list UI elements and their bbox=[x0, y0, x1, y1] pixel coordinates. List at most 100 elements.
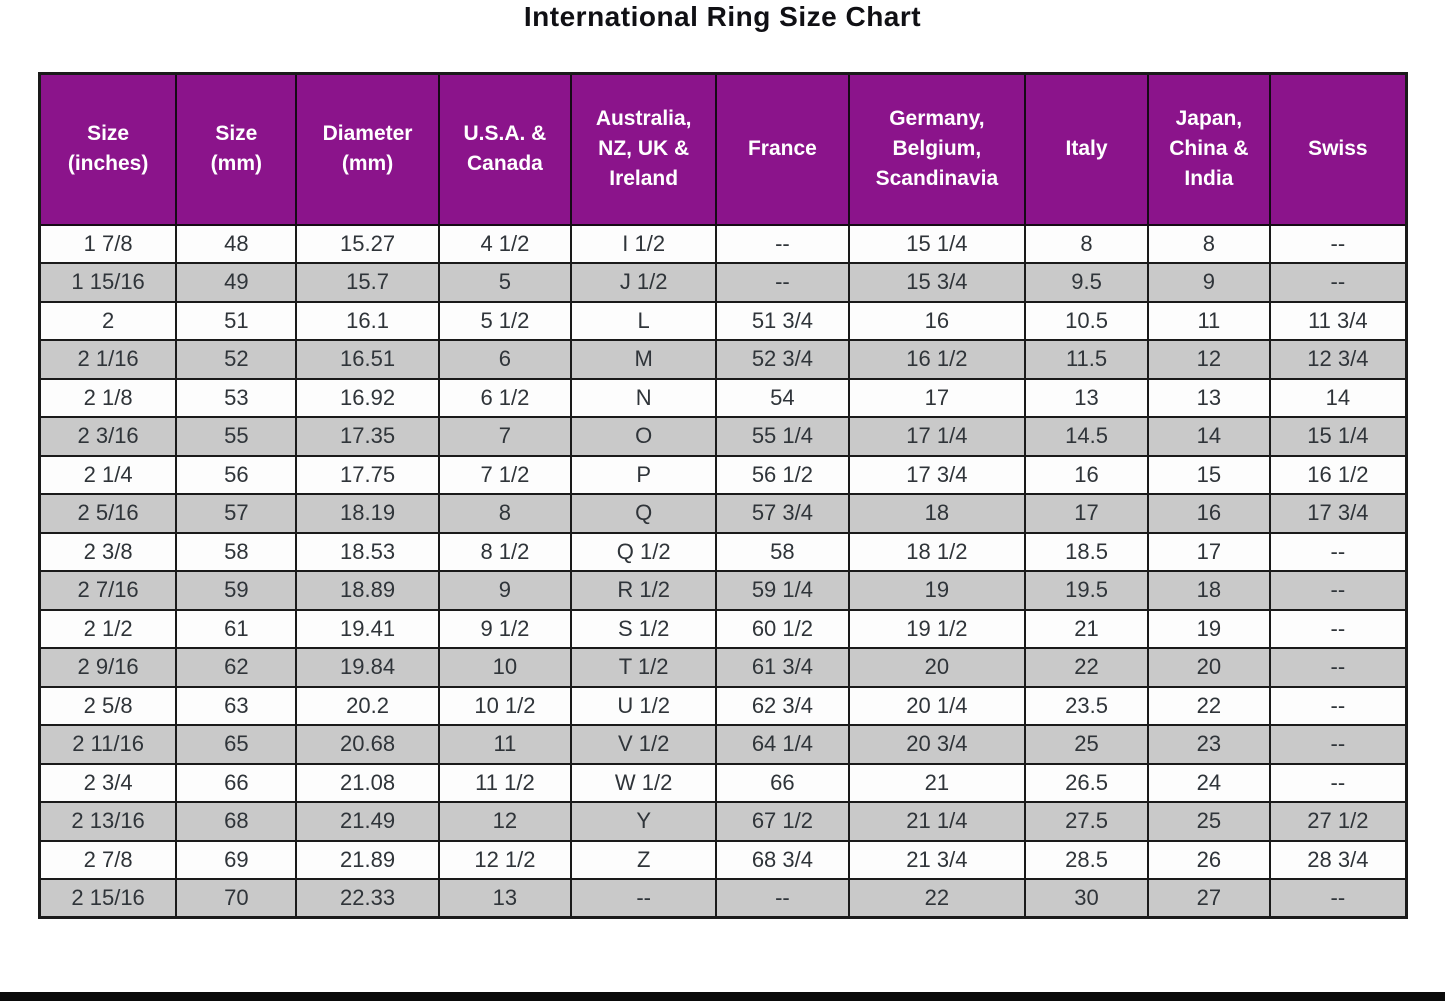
table-cell: 18.5 bbox=[1024, 531, 1150, 572]
table-row: 2 1/4 56 17.75 7 1/2 P 56 1/2 17 3/4 16 15 16 1/2 bbox=[38, 454, 1408, 495]
table-cell: 18 1/2 bbox=[847, 531, 1027, 572]
table-cell: 16.51 bbox=[295, 339, 440, 380]
table-cell: -- bbox=[1268, 262, 1408, 303]
table-cell: 48 bbox=[175, 223, 298, 264]
table-cell: 21.49 bbox=[295, 801, 440, 842]
table-cell: 62 bbox=[175, 647, 298, 688]
table-cell: 57 bbox=[175, 493, 298, 534]
table-cell: 18.89 bbox=[295, 570, 440, 611]
table-row: 2 15/16 70 22.33 13 -- -- 22 30 27 -- bbox=[38, 878, 1408, 919]
table-cell: 23.5 bbox=[1024, 685, 1150, 726]
table-cell: -- bbox=[1268, 724, 1408, 765]
table-cell: 52 3/4 bbox=[715, 339, 850, 380]
table-row: 2 1/16 52 16.51 6 M 52 3/4 16 1/2 11.5 12 12 3/4 bbox=[38, 339, 1408, 380]
table-cell: 27 bbox=[1147, 878, 1271, 919]
table-cell: 11.5 bbox=[1024, 339, 1150, 380]
table-cell: 10 1/2 bbox=[437, 685, 573, 726]
table-cell: 17 1/4 bbox=[847, 416, 1027, 457]
table-cell: 55 1/4 bbox=[715, 416, 850, 457]
table-cell: 12 3/4 bbox=[1268, 339, 1408, 380]
table-header: Size (inches) Size (mm) Diameter (mm) U.S.A… bbox=[38, 72, 1408, 226]
table-cell: 2 3/8 bbox=[38, 531, 178, 572]
table-cell: 58 bbox=[175, 531, 298, 572]
table-cell: 1 7/8 bbox=[38, 223, 178, 264]
table-cell: 2 1/4 bbox=[38, 454, 178, 495]
table-cell: 2 1/16 bbox=[38, 339, 178, 380]
table-cell: 70 bbox=[175, 878, 298, 919]
table-cell: 8 bbox=[1147, 223, 1271, 264]
table-cell: 19.5 bbox=[1024, 570, 1150, 611]
table-row: 2 7/8 69 21.89 12 1/2 Z 68 3/4 21 3/4 28.5 26 28 … bbox=[38, 839, 1408, 880]
table-cell: 2 11/16 bbox=[38, 724, 178, 765]
table-cell: 66 bbox=[715, 762, 850, 803]
header-row: Size (inches) Size (mm) Diameter (mm) U.S.A… bbox=[38, 72, 1408, 226]
table-cell: L bbox=[570, 300, 718, 341]
table-cell: 18 bbox=[1147, 570, 1271, 611]
table-cell: 9 1/2 bbox=[437, 608, 573, 649]
table-cell: 2 3/16 bbox=[38, 416, 178, 457]
ring-size-table: Size (inches) Size (mm) Diameter (mm) U.S.A… bbox=[38, 72, 1408, 919]
table-cell: 2 bbox=[38, 300, 178, 341]
table-cell: 59 1/4 bbox=[715, 570, 850, 611]
table-cell: 16.1 bbox=[295, 300, 440, 341]
table-cell: O bbox=[570, 416, 718, 457]
table-cell: 13 bbox=[1024, 377, 1150, 418]
table-cell: 54 bbox=[715, 377, 850, 418]
table-cell: 22.33 bbox=[295, 878, 440, 919]
table-cell: P bbox=[570, 454, 718, 495]
table-cell: 11 3/4 bbox=[1268, 300, 1408, 341]
table-cell: 22 bbox=[1024, 647, 1150, 688]
header-cell: Diameter (mm) bbox=[295, 72, 440, 226]
table-cell: 25 bbox=[1147, 801, 1271, 842]
table-cell: 69 bbox=[175, 839, 298, 880]
table-cell: 67 1/2 bbox=[715, 801, 850, 842]
header-cell: Japan, China & India bbox=[1147, 72, 1271, 226]
table-cell: 18.19 bbox=[295, 493, 440, 534]
table-cell: 10 bbox=[437, 647, 573, 688]
table-cell: -- bbox=[1268, 531, 1408, 572]
header-cell: Swiss bbox=[1268, 72, 1408, 226]
table-cell: -- bbox=[715, 262, 850, 303]
table-cell: -- bbox=[1268, 647, 1408, 688]
table-cell: 68 3/4 bbox=[715, 839, 850, 880]
table-cell: 17 bbox=[1024, 493, 1150, 534]
header-cell: Size (inches) bbox=[38, 72, 178, 226]
table-cell: 2 1/2 bbox=[38, 608, 178, 649]
table-cell: 13 bbox=[437, 878, 573, 919]
table-cell: 26.5 bbox=[1024, 762, 1150, 803]
table-cell: 20.68 bbox=[295, 724, 440, 765]
table-cell: -- bbox=[1268, 223, 1408, 264]
table-cell: 30 bbox=[1024, 878, 1150, 919]
table-row: 2 51 16.1 5 1/2 L 51 3/4 16 10.5 11 11 3/4 bbox=[38, 300, 1408, 341]
page-title: International Ring Size Chart bbox=[523, 1, 922, 32]
table-cell: 28.5 bbox=[1024, 839, 1150, 880]
table-cell: 16 bbox=[1147, 493, 1271, 534]
table-row: 2 5/8 63 20.2 10 1/2 U 1/2 62 3/4 20 1/4 23.5 22… bbox=[38, 685, 1408, 726]
table-cell: 9.5 bbox=[1024, 262, 1150, 303]
table-cell: 21.89 bbox=[295, 839, 440, 880]
table-cell: I 1/2 bbox=[570, 223, 718, 264]
table-cell: 18 bbox=[847, 493, 1027, 534]
table-cell: 11 bbox=[1147, 300, 1271, 341]
table-row: 1 15/16 49 15.7 5 J 1/2 -- 15 3/4 9.5 9 -- bbox=[38, 262, 1408, 303]
table-cell: 52 bbox=[175, 339, 298, 380]
table-cell: 17.35 bbox=[295, 416, 440, 457]
table-cell: 63 bbox=[175, 685, 298, 726]
table-cell: 22 bbox=[847, 878, 1027, 919]
table-cell: 53 bbox=[175, 377, 298, 418]
table-cell: 17 3/4 bbox=[1268, 493, 1408, 534]
table-row: 2 9/16 62 19.84 10 T 1/2 61 3/4 20 22 20 -- bbox=[38, 647, 1408, 688]
table-cell: 6 bbox=[437, 339, 573, 380]
table-cell: 66 bbox=[175, 762, 298, 803]
table-cell: 11 bbox=[437, 724, 573, 765]
table-cell: 15.7 bbox=[295, 262, 440, 303]
table-cell: 25 bbox=[1024, 724, 1150, 765]
table-cell: 16 1/2 bbox=[847, 339, 1027, 380]
table-cell: 9 bbox=[437, 570, 573, 611]
table-cell: 62 3/4 bbox=[715, 685, 850, 726]
table-cell: 58 bbox=[715, 531, 850, 572]
table-cell: 15 1/4 bbox=[847, 223, 1027, 264]
table-cell: 5 1/2 bbox=[437, 300, 573, 341]
table-cell: 20 bbox=[847, 647, 1027, 688]
